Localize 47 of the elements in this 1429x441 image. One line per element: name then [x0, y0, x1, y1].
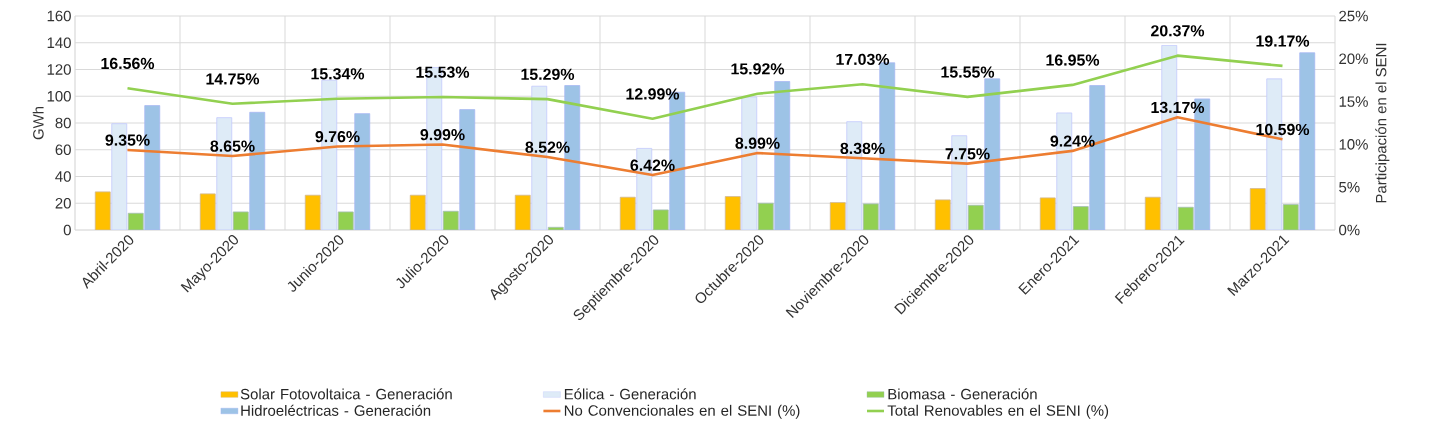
data-label: 15.92% [731, 63, 785, 75]
data-label: 16.56% [101, 57, 155, 70]
y-tick-label: 20 [55, 197, 71, 209]
y-tick-label: 0 [63, 224, 71, 236]
data-label: 9.76% [315, 130, 360, 143]
data-label: 15.29% [521, 68, 575, 80]
y2-tick-label: 0% [1339, 224, 1360, 236]
legend-label: Solar Fotovoltaica - Generación [240, 388, 452, 400]
data-label: 12.99% [626, 88, 680, 100]
legend-label: Total Renovables en el SENI (%) [887, 404, 1109, 419]
data-label: 9.35% [105, 134, 150, 146]
data-label: 13.17% [1151, 101, 1205, 114]
data-label: 7.75% [945, 148, 990, 160]
legend-label: No Convencionales en el SENI (%) [564, 404, 800, 419]
legend-label: Eólica - Generación [564, 388, 696, 400]
y-tick-label: 160 [47, 10, 71, 22]
y-tick-label: 40 [55, 171, 71, 182]
y-tick-label: 120 [47, 64, 71, 75]
data-label: 8.65% [210, 140, 255, 152]
data-label: 15.34% [311, 68, 365, 80]
data-label: 15.55% [941, 66, 995, 78]
legend-label: Biomasa - Generación [888, 388, 1037, 400]
data-label: 6.42% [630, 159, 675, 171]
legend-label: Hidroeléctricas - Generación [241, 404, 431, 416]
data-label: 17.03% [836, 53, 890, 66]
y2-tick-label: 25% [1339, 10, 1368, 22]
y-tick-label: 140 [47, 37, 71, 49]
data-label: 14.75% [206, 73, 260, 85]
data-label: 8.52% [525, 141, 570, 153]
y2-tick-label: 5% [1339, 181, 1360, 193]
y-tick-label: 100 [47, 90, 71, 102]
data-label: 10.59% [1256, 123, 1310, 136]
data-label: 9.99% [420, 129, 465, 141]
y-axis-title: GWh [32, 106, 44, 140]
data-label: 8.99% [735, 137, 780, 149]
y2-tick-label: 10% [1339, 139, 1368, 150]
data-label: 8.38% [840, 142, 885, 155]
data-label: 15.53% [416, 66, 470, 78]
data-label: 16.95% [1046, 54, 1100, 66]
data-label: 9.24% [1050, 135, 1095, 147]
y-tick-label: 60 [55, 144, 71, 156]
data-label: 19.17% [1256, 35, 1310, 47]
y-tick-label: 80 [55, 117, 71, 129]
y2-tick-label: 15% [1339, 96, 1368, 107]
data-label: 20.37% [1151, 25, 1205, 37]
y2-tick-label: 20% [1339, 53, 1368, 65]
y2-axis-title: Participación en el SENI [1375, 43, 1390, 203]
